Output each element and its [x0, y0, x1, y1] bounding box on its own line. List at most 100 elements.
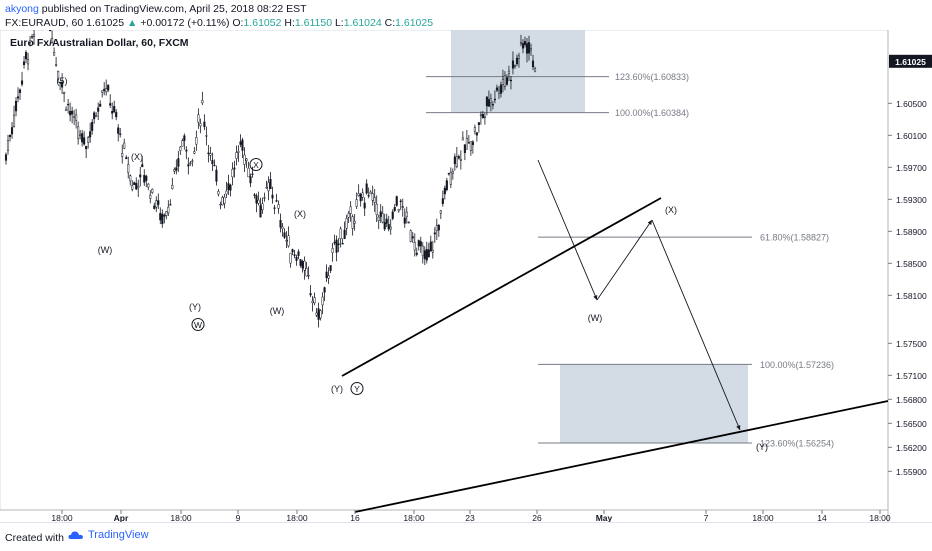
candle-body — [197, 114, 200, 123]
wave-label: (W) — [98, 245, 113, 255]
candle-body — [417, 240, 420, 247]
candle-body — [79, 134, 82, 136]
candle-body — [63, 92, 66, 94]
wave-label-circle — [350, 382, 364, 395]
price-tick-label: 1.59700 — [896, 163, 927, 173]
candle-body — [195, 137, 198, 145]
candle-body — [375, 203, 378, 216]
candle-body — [213, 164, 216, 167]
candle-body — [349, 206, 352, 214]
candle-body — [471, 141, 474, 146]
candle-body — [155, 200, 158, 208]
candle-body — [505, 77, 508, 85]
candle-body — [227, 183, 230, 190]
tradingview-logo[interactable]: TradingView — [68, 529, 149, 541]
candle-body — [343, 229, 346, 239]
open-label: O: — [232, 17, 244, 29]
candle-body — [345, 218, 348, 229]
candle-body — [299, 259, 302, 266]
candle-body — [241, 139, 244, 151]
candle-body — [205, 135, 208, 137]
candle-body — [339, 228, 342, 240]
published-text: published on TradingView.com, April 25, … — [38, 3, 307, 15]
arrow-head — [736, 425, 741, 430]
candle-body — [315, 312, 318, 316]
candle-body — [219, 204, 222, 206]
candle-body — [105, 88, 108, 93]
support-trendline — [341, 197, 662, 377]
candle-body — [125, 157, 128, 160]
candle-body — [449, 172, 452, 185]
candle-body — [453, 156, 456, 165]
fib-label-lower: 123.60%(1.56254) — [760, 438, 834, 448]
candle-body — [253, 194, 256, 196]
candle-body — [16, 96, 20, 99]
price-axis[interactable]: 1.625001.615001.605001.601001.597001.593… — [888, 19, 927, 477]
candle-body — [425, 249, 428, 261]
candle-body — [481, 113, 484, 118]
candle-body — [243, 154, 246, 165]
price-tick-label: 1.58100 — [896, 291, 927, 301]
candle-body — [409, 230, 412, 242]
candle-body — [145, 175, 148, 181]
candle-body — [401, 206, 404, 208]
candle-body — [59, 81, 62, 84]
time-tick-label: 23 — [465, 513, 475, 522]
candle-body — [53, 51, 56, 56]
candle-body — [295, 256, 298, 261]
price-chart[interactable]: Euro Fx/Australian Dollar, 60, FXCM 16 1.… — [0, 4, 932, 523]
time-tick-label: May — [596, 513, 613, 522]
candle-body — [281, 226, 284, 230]
candle-body — [385, 218, 388, 224]
candle-body — [467, 142, 470, 144]
publish-line: akyong published on TradingView.com, Apr… — [5, 3, 307, 15]
candle-body — [499, 84, 502, 94]
candle-body — [259, 205, 262, 218]
plot-frame — [0, 29, 889, 511]
price-tick-label: 1.57100 — [896, 371, 927, 381]
candle-body — [325, 271, 328, 278]
candle-body — [127, 164, 130, 173]
author-link[interactable]: akyong — [5, 3, 39, 15]
candle-body — [517, 55, 521, 59]
candle-body — [65, 108, 68, 111]
candle-body — [403, 217, 406, 224]
open-value: 1.61052 — [243, 17, 282, 29]
candle-body — [465, 137, 468, 150]
candle-body — [183, 135, 186, 141]
candle-body — [347, 213, 350, 218]
candle-body — [381, 213, 384, 223]
candle-body — [393, 207, 396, 211]
candle-body — [221, 197, 224, 206]
candle-body — [107, 84, 110, 91]
candle-body — [269, 179, 272, 190]
candles — [4, 4, 537, 328]
chart-area[interactable]: Euro Fx/Australian Dollar, 60, FXCM 16 1.… — [0, 4, 932, 523]
time-tick-label: Apr — [114, 513, 129, 522]
candle-body — [333, 241, 336, 244]
candle-body — [93, 112, 96, 120]
candle-body — [301, 261, 304, 269]
candle-body — [115, 112, 118, 118]
candle-body — [179, 146, 182, 151]
candle-body — [75, 114, 78, 121]
candle-body — [24, 52, 28, 60]
chart-header: akyong published on TradingView.com, Apr… — [0, 0, 932, 30]
candle-body — [477, 122, 480, 125]
candle-body — [181, 140, 184, 147]
candle-body — [237, 151, 240, 153]
candle-body — [351, 216, 354, 229]
candle-body — [233, 167, 236, 170]
candle-body — [431, 250, 434, 253]
time-axis[interactable]: 18:00 Apr 18:00 9 18:00 16 18:00 23 26 May 7 18:00 1… — [51, 510, 891, 523]
candle-body — [335, 239, 338, 253]
candle-body — [159, 213, 162, 221]
candle-body — [173, 169, 176, 172]
fib-label-upper: 123.60%(1.60833) — [615, 72, 689, 82]
candle-body — [515, 57, 519, 65]
candle-body — [523, 41, 527, 45]
time-tick-label: 18:00 — [403, 513, 425, 522]
candle-body — [527, 42, 531, 54]
lower-target-box — [560, 364, 748, 443]
candle-body — [161, 213, 164, 225]
